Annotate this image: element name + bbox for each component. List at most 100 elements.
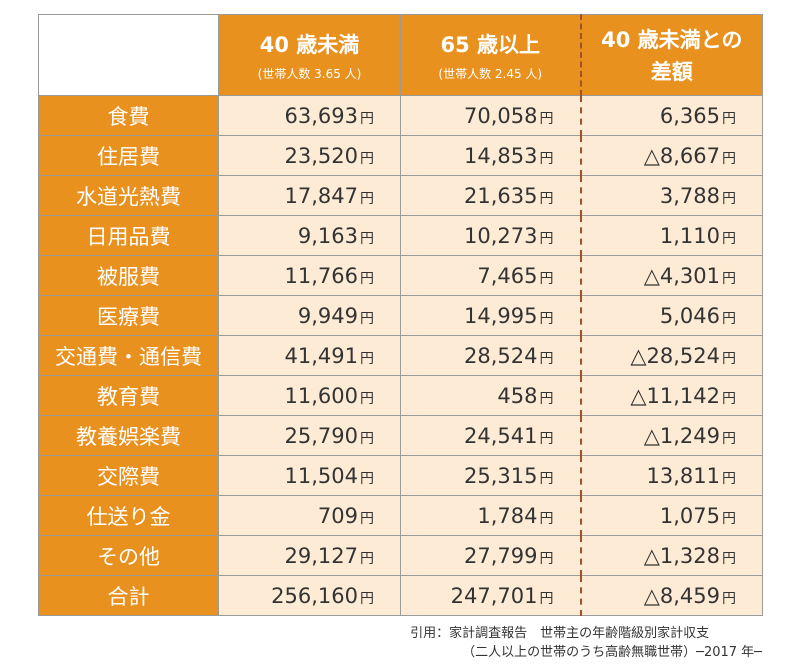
unit: 円 [539, 550, 554, 567]
amount: 3,788 [659, 183, 720, 208]
amount-cell: 29,127 円 [218, 535, 401, 576]
amount: 41,491 [284, 343, 358, 368]
amount-cell: 1,784 円 [400, 495, 581, 536]
row-label: 水道光熱費 [38, 175, 219, 216]
unit: 円 [539, 590, 554, 607]
unit: 円 [539, 350, 554, 367]
amount-cell: 63,693 円 [218, 95, 401, 136]
table-row: 住居費 23,520 円 14,853 円 △8,667 円 [38, 135, 763, 176]
amount-cell: 23,520 円 [218, 135, 401, 176]
unit: 円 [360, 470, 374, 487]
amount: △11,142 [630, 383, 720, 408]
amount: 13,811 [646, 463, 720, 488]
unit: 円 [539, 230, 554, 247]
amount: 5,046 [659, 303, 720, 328]
amount-cell: △8,667 円 [579, 135, 763, 176]
expense-table: 40 歳未満 (世帯人数 3.65 人) 65 歳以上 (世帯人数 2.45 人) 40… [38, 14, 763, 616]
header-blank [38, 14, 219, 96]
unit: 円 [539, 510, 554, 527]
amount-cell: 11,600 円 [218, 375, 401, 416]
unit: 円 [360, 310, 374, 327]
unit: 円 [360, 110, 374, 127]
amount-cell: △8,459 円 [579, 575, 763, 616]
amount: 29,127 [284, 543, 358, 568]
amount-cell: △28,524 円 [579, 335, 763, 376]
unit: 円 [722, 230, 736, 247]
column-subtitle: 差額 [650, 60, 693, 84]
unit: 円 [539, 190, 554, 207]
amount: 14,995 [464, 303, 538, 328]
amount-cell: 11,504 円 [218, 455, 401, 496]
unit: 円 [360, 510, 374, 527]
amount: △1,328 [643, 543, 720, 568]
row-label: 医療費 [38, 295, 219, 336]
amount: △4,301 [643, 263, 720, 288]
amount: 21,635 [464, 183, 538, 208]
table-body: 食費 63,693 円 70,058 円 6,365 円住居費 23,520 円 14,853 円 △… [38, 95, 763, 616]
amount-cell: 5,046 円 [579, 295, 763, 336]
amount-cell: 21,635 円 [400, 175, 581, 216]
amount-cell: 10,273 円 [400, 215, 581, 256]
unit: 円 [539, 390, 554, 407]
column-header: 40 歳未満との 差額 [579, 14, 763, 96]
row-label: 交際費 [38, 455, 219, 496]
amount: 256,160 [271, 583, 358, 608]
amount-cell: 28,524 円 [400, 335, 581, 376]
amount: 17,847 [284, 183, 358, 208]
amount: △8,667 [643, 143, 720, 168]
unit: 円 [539, 430, 554, 447]
amount-cell: 7,465 円 [400, 255, 581, 296]
amount-cell: 24,541 円 [400, 415, 581, 456]
amount: 6,365 [659, 103, 720, 128]
unit: 円 [539, 270, 554, 287]
unit: 円 [360, 230, 374, 247]
row-label: 教育費 [38, 375, 219, 416]
amount-cell: △1,328 円 [579, 535, 763, 576]
column-title: 40 歳未満 [259, 32, 360, 57]
row-label: 教養娯楽費 [38, 415, 219, 456]
amount: 7,465 [477, 263, 538, 288]
amount-cell: 13,811 円 [579, 455, 763, 496]
unit: 円 [722, 510, 736, 527]
unit: 円 [722, 550, 736, 567]
amount-cell: 17,847 円 [218, 175, 401, 216]
amount-cell: 458 円 [400, 375, 581, 416]
amount-cell: 14,995 円 [400, 295, 581, 336]
amount-cell: 1,110 円 [579, 215, 763, 256]
unit: 円 [360, 150, 374, 167]
unit: 円 [539, 470, 554, 487]
amount-cell: 1,075 円 [579, 495, 763, 536]
row-label: その他 [38, 535, 219, 576]
unit: 円 [539, 310, 554, 327]
unit: 円 [722, 150, 736, 167]
unit: 円 [722, 110, 736, 127]
amount-cell: 3,788 円 [579, 175, 763, 216]
amount: 70,058 [464, 103, 538, 128]
amount: 1,110 [659, 223, 720, 248]
table-row: 合計 256,160 円 247,701 円 △8,459 円 [38, 575, 763, 616]
column-header: 40 歳未満 (世帯人数 3.65 人) [218, 14, 401, 96]
unit: 円 [360, 270, 374, 287]
row-label: 被服費 [38, 255, 219, 296]
unit: 円 [722, 470, 736, 487]
amount-cell: 25,315 円 [400, 455, 581, 496]
amount: 23,520 [284, 143, 358, 168]
amount: △1,249 [643, 423, 720, 448]
amount: △8,459 [643, 583, 720, 608]
amount: 458 [497, 383, 538, 408]
amount-cell: 9,163 円 [218, 215, 401, 256]
table-row: 被服費 11,766 円 7,465 円 △4,301 円 [38, 255, 763, 296]
table-row: 交際費 11,504 円 25,315 円 13,811 円 [38, 455, 763, 496]
amount-cell: 27,799 円 [400, 535, 581, 576]
row-label: 住居費 [38, 135, 219, 176]
amount: △28,524 [630, 343, 720, 368]
unit: 円 [360, 550, 374, 567]
column-subtitle: (世帯人数 3.65 人) [257, 66, 362, 81]
amount-cell: 709 円 [218, 495, 401, 536]
unit: 円 [360, 430, 374, 447]
header-row: 40 歳未満 (世帯人数 3.65 人) 65 歳以上 (世帯人数 2.45 人) 40… [38, 14, 763, 96]
amount: 1,784 [477, 503, 538, 528]
amount: 9,163 [297, 223, 358, 248]
column-title: 40 歳未満との [601, 28, 743, 52]
